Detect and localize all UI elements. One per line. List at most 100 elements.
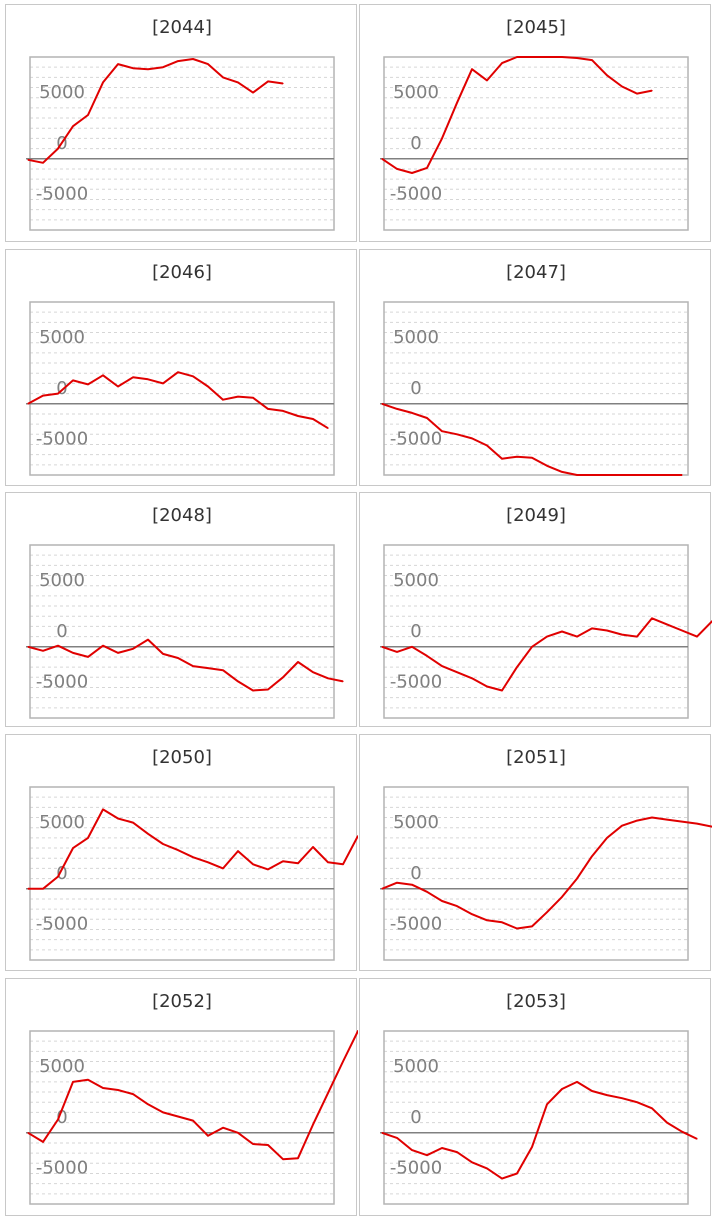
data-point [87, 1079, 89, 1081]
data-point [621, 474, 623, 476]
chart-title: [2045] [506, 17, 566, 38]
data-point [222, 399, 224, 401]
data-point [162, 653, 164, 655]
chart-title: [2046] [152, 262, 212, 283]
data-point [282, 676, 284, 678]
data-point [222, 867, 224, 869]
data-point [102, 374, 104, 376]
chart-panel: [2053] 5000 0 -5000 [359, 978, 711, 1216]
data-point [27, 646, 29, 648]
data-point [147, 833, 149, 835]
plot-frame [383, 1030, 689, 1205]
data-point [666, 1122, 668, 1124]
data-point [327, 677, 329, 679]
data-point [531, 925, 533, 927]
data-point [636, 474, 638, 476]
data-point [102, 81, 104, 83]
chart-title: [2048] [152, 505, 212, 526]
chart-title: [2049] [506, 505, 566, 526]
chart-svg: [2050] 5000 0 -5000 [26, 747, 358, 961]
data-point [252, 689, 254, 692]
data-point [72, 125, 74, 127]
data-point [147, 1103, 149, 1105]
data-point [471, 68, 473, 70]
data-point [456, 1151, 458, 1153]
plot-frame [383, 786, 689, 961]
data-point [57, 148, 59, 150]
data-point [147, 68, 149, 70]
y-tick-label: -5000 [390, 672, 442, 693]
data-point [441, 900, 443, 902]
data-point [312, 671, 314, 673]
data-point [441, 430, 443, 432]
data-point [681, 1131, 683, 1133]
data-point [87, 656, 89, 658]
data-point [546, 465, 548, 467]
data-point [237, 1132, 239, 1134]
data-point [711, 826, 712, 828]
data-point [681, 821, 683, 823]
data-point [282, 1158, 284, 1160]
data-point [696, 823, 698, 825]
y-tick-label: 0 [56, 1107, 67, 1128]
data-point [501, 458, 503, 460]
data-point [441, 1147, 443, 1149]
data-point [411, 412, 413, 414]
chart-panel: [2050] 5000 0 -5000 [5, 734, 358, 971]
chart-svg: [2052] 5000 0 -5000 [26, 991, 358, 1205]
plot-frame [383, 301, 689, 476]
data-point [237, 81, 239, 83]
data-point [252, 1143, 254, 1145]
data-point [591, 1090, 593, 1092]
data-point [651, 1107, 653, 1109]
data-point [117, 652, 119, 654]
y-tick-label: 5000 [39, 570, 85, 591]
data-point [396, 408, 398, 410]
data-point [546, 911, 548, 913]
y-tick-label: 0 [56, 621, 67, 642]
series-line [381, 1080, 698, 1180]
data-point [192, 375, 194, 377]
chart-panel: [2052] 5000 0 -5000 [5, 978, 358, 1216]
data-point [651, 816, 653, 819]
data-point [456, 905, 458, 907]
data-point [27, 1132, 29, 1134]
data-point [252, 92, 254, 94]
data-point [411, 172, 413, 174]
data-point [237, 680, 239, 682]
data-point [132, 648, 134, 650]
data-point [162, 382, 164, 384]
y-tick-label: 0 [410, 1107, 421, 1128]
plot-frame [29, 1030, 335, 1205]
data-point [456, 671, 458, 673]
series-line [27, 58, 284, 164]
plot-frame [29, 544, 335, 719]
y-tick-label: 0 [410, 378, 421, 399]
data-point [396, 168, 398, 170]
y-tick-label: 5000 [393, 82, 439, 103]
chart-title: [2044] [152, 17, 212, 38]
plot-frame [29, 301, 335, 476]
data-point [27, 888, 29, 890]
y-tick-label: 5000 [393, 327, 439, 348]
data-point [312, 1124, 314, 1126]
data-point [411, 646, 413, 648]
data-point [72, 1081, 74, 1083]
data-point [426, 655, 428, 657]
series-line [27, 638, 344, 692]
data-point [177, 1115, 179, 1118]
data-point [177, 657, 179, 659]
data-point [651, 474, 653, 476]
y-tick-label: 5000 [39, 1056, 85, 1077]
chart-svg: [2053] 5000 0 -5000 [380, 991, 698, 1205]
series-line [27, 1030, 358, 1161]
data-point [297, 1157, 299, 1159]
data-point [576, 636, 578, 638]
data-point [237, 396, 239, 398]
data-point [396, 651, 398, 653]
data-point [282, 860, 284, 862]
y-tick-label: -5000 [390, 914, 442, 935]
data-point [222, 1127, 224, 1129]
data-point [471, 1161, 473, 1163]
